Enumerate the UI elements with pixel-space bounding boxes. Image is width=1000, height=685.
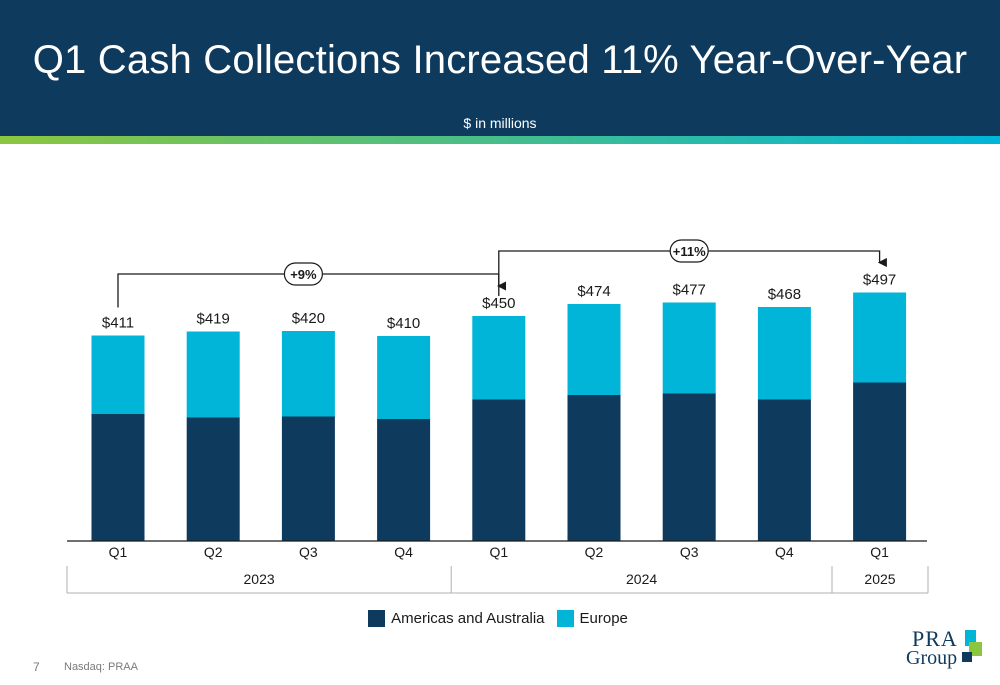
bar-americas-7 [757,399,811,541]
slide-title: Q1 Cash Collections Increased 11% Year-O… [32,38,968,82]
x-tick-label-6: Q3 [680,544,699,560]
page-number: 7 [33,660,40,674]
total-label-5: $474 [577,283,610,300]
x-tick-label-2: Q3 [299,544,318,560]
pra-group-logo: PRA Group [900,624,990,674]
logo-square-green [969,642,982,656]
bar-europe-5 [567,304,621,395]
bar-europe-2 [281,331,335,417]
growth-label-0: +9% [290,267,317,282]
x-tick-label-8: Q1 [870,544,889,560]
chart-legend: Americas and Australia Europe [0,610,1000,627]
bar-americas-6 [662,393,716,541]
year-group-label-2025: 2025 [864,571,895,587]
year-group-label-2024: 2024 [626,571,657,587]
bar-europe-7 [757,307,811,400]
x-tick-label-7: Q4 [775,544,794,560]
total-label-8: $497 [863,272,896,289]
year-group-label-2023: 2023 [244,571,275,587]
logo-square-navy [962,652,972,662]
bar-americas-5 [567,395,621,541]
x-tick-label-0: Q1 [109,544,128,560]
bar-americas-1 [186,417,240,541]
bar-americas-0 [91,414,145,541]
accent-stripe [0,136,1000,144]
bar-americas-8 [853,382,907,541]
growth-pill-0 [283,262,323,286]
bar-europe-0 [91,335,145,414]
total-label-2: $420 [292,310,325,327]
x-tick-label-3: Q4 [394,544,413,560]
logo-text-pra: PRA [912,626,958,651]
legend-item-americas: Americas and Australia [368,610,545,627]
title-banner [0,0,1000,136]
total-label-0: $411 [102,315,134,332]
legend-swatch-europe [556,610,574,627]
x-tick-label-1: Q2 [204,544,223,560]
logo-square-blue [965,630,976,646]
bar-americas-3 [377,419,431,541]
bar-americas-2 [281,416,335,541]
growth-label-1: +11% [673,244,706,259]
total-label-7: $468 [768,286,801,303]
growth-pill-1 [669,239,709,263]
bar-europe-6 [662,302,716,394]
total-label-1: $419 [197,311,230,328]
legend-label-europe: Europe [579,610,628,627]
bar-europe-4 [472,316,526,400]
legend-label-americas: Americas and Australia [391,610,545,627]
bar-europe-3 [377,336,431,419]
footer-ticker: Nasdaq: PRAA [64,661,138,673]
bar-europe-8 [853,292,907,383]
logo-text-group: Group [906,647,958,669]
total-label-4: $450 [482,295,515,312]
legend-swatch-americas [368,610,386,627]
total-label-3: $410 [387,315,420,332]
slide-subtitle: $ in millions [463,115,537,131]
bar-europe-1 [186,331,240,418]
x-tick-label-4: Q1 [489,544,508,560]
bar-americas-4 [472,399,526,541]
total-label-6: $477 [673,282,706,299]
legend-item-europe: Europe [556,610,628,627]
x-tick-label-5: Q2 [585,544,604,560]
